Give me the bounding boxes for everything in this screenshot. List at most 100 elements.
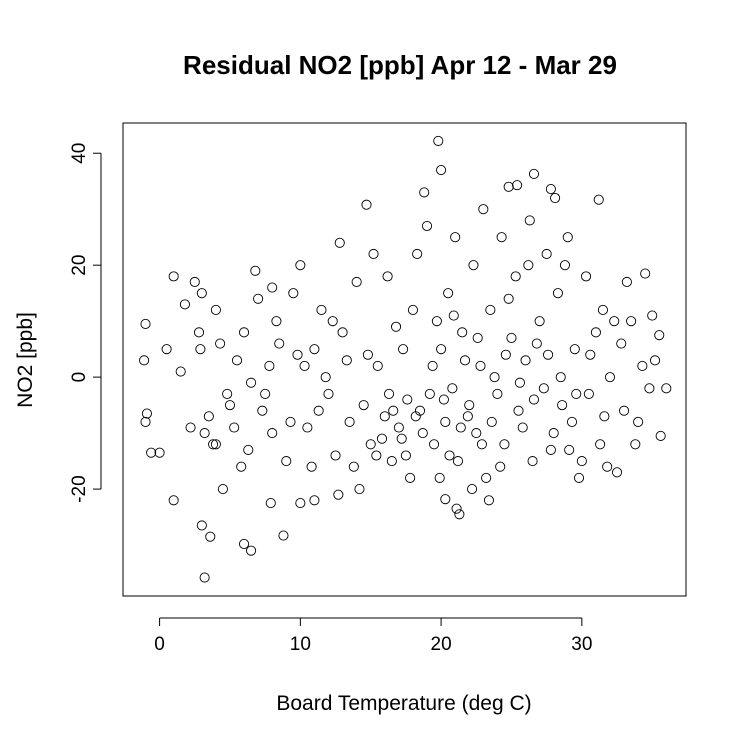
point — [185, 422, 196, 433]
point — [626, 316, 637, 327]
y-axis-title: NO2 [ppb] — [14, 312, 37, 408]
point — [405, 472, 416, 483]
point — [581, 271, 592, 282]
point — [140, 416, 151, 427]
point — [243, 444, 254, 455]
point — [193, 327, 205, 338]
point — [299, 360, 310, 371]
point — [649, 355, 661, 366]
point — [341, 355, 352, 366]
point — [253, 293, 264, 304]
point — [548, 428, 559, 439]
point — [412, 248, 423, 260]
point — [503, 293, 514, 304]
point — [388, 405, 399, 416]
point — [431, 316, 442, 327]
point — [464, 400, 475, 411]
point — [545, 444, 556, 455]
point — [462, 411, 473, 422]
point — [168, 495, 179, 506]
point — [528, 394, 540, 405]
point — [514, 377, 525, 388]
point — [391, 321, 402, 332]
point — [215, 338, 226, 349]
point — [302, 422, 313, 433]
point — [448, 310, 459, 321]
point — [495, 461, 506, 472]
point — [139, 355, 150, 366]
point — [382, 271, 393, 282]
point — [481, 472, 492, 483]
point — [447, 383, 458, 394]
point — [457, 327, 468, 338]
point — [593, 194, 604, 205]
point — [334, 237, 345, 248]
point — [168, 271, 179, 282]
point — [604, 372, 616, 383]
point — [543, 349, 554, 360]
point — [633, 416, 644, 427]
point — [630, 439, 641, 450]
point — [267, 428, 278, 439]
point — [265, 498, 276, 509]
point — [443, 288, 454, 299]
point — [499, 439, 510, 450]
point — [250, 265, 261, 276]
point — [492, 388, 503, 399]
x-tick-label: 10 — [290, 634, 311, 655]
point — [454, 509, 465, 520]
point — [616, 338, 627, 349]
point — [236, 461, 247, 472]
point — [459, 355, 471, 366]
point — [281, 456, 292, 467]
point — [440, 494, 451, 505]
point — [371, 450, 382, 461]
point — [647, 310, 658, 321]
point — [271, 316, 282, 327]
point — [496, 232, 507, 243]
point — [222, 388, 233, 399]
point — [372, 360, 383, 371]
point — [500, 349, 511, 360]
point — [644, 383, 655, 394]
point — [203, 411, 214, 422]
point — [564, 444, 575, 455]
point — [140, 318, 151, 330]
point — [611, 467, 623, 478]
point — [538, 383, 549, 394]
point — [400, 450, 411, 461]
point — [597, 304, 609, 316]
point — [344, 416, 355, 427]
point — [478, 204, 489, 215]
point — [285, 416, 296, 427]
point — [208, 439, 219, 450]
point — [246, 377, 257, 388]
point — [313, 405, 324, 416]
point — [398, 344, 409, 355]
point — [376, 433, 388, 444]
point — [393, 422, 404, 433]
point — [295, 260, 306, 271]
y-tick-label: -20 — [69, 475, 90, 502]
point — [569, 344, 580, 355]
point — [513, 405, 524, 416]
point — [450, 232, 461, 243]
point — [348, 461, 359, 472]
point — [224, 400, 236, 411]
point — [295, 498, 306, 509]
point — [210, 304, 221, 316]
point — [489, 372, 500, 383]
point — [396, 433, 407, 444]
point — [410, 411, 421, 422]
point — [189, 276, 200, 288]
point — [510, 271, 521, 282]
point — [452, 456, 464, 467]
point — [486, 416, 497, 427]
point — [365, 439, 376, 450]
chart-title: Residual NO2 [ppb] Apr 12 - Mar 29 — [183, 50, 617, 80]
point — [595, 439, 606, 450]
point — [179, 299, 190, 310]
point — [278, 530, 289, 541]
